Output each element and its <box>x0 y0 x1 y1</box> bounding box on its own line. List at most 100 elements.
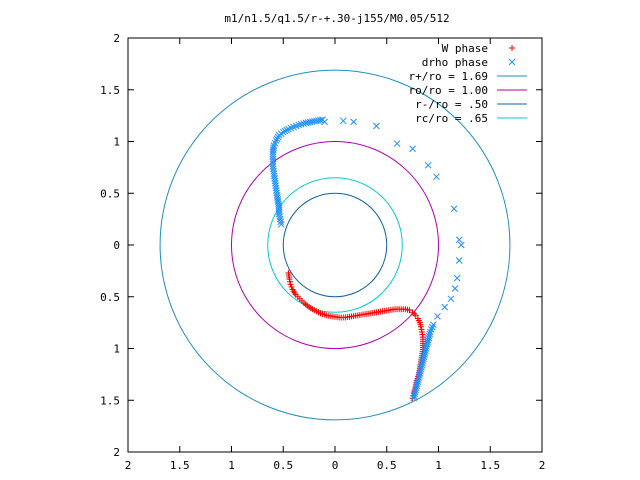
drho-phase-point <box>350 118 357 126</box>
drho-phase-point <box>269 158 277 165</box>
drho-phase-point <box>420 355 427 363</box>
x-tick-label: 2 <box>539 459 546 472</box>
drho-phase-point <box>410 394 418 402</box>
drho-phase-point <box>414 376 422 383</box>
legend-label: r-/ro = .50 <box>415 98 488 111</box>
w-phase-point <box>406 307 413 314</box>
legend-label: ro/ro = 1.00 <box>409 84 488 97</box>
drho-phase-point <box>417 365 425 373</box>
legend-marker <box>508 58 516 66</box>
circle-r-ro <box>282 192 388 298</box>
drho-phase-point <box>421 351 428 359</box>
drho-phase-point <box>276 215 284 223</box>
drho-phase-point <box>270 144 277 152</box>
x-tick-label: 1 <box>228 459 235 472</box>
drho-phase-point <box>417 367 424 375</box>
drho-phase-point <box>424 336 432 344</box>
drho-phase-point <box>424 161 432 169</box>
drho-phase-point <box>425 334 433 342</box>
drho-phase-point <box>277 218 285 226</box>
x-tick-label: 0 <box>332 459 339 472</box>
drho-phase-point <box>434 313 441 320</box>
drho-phase-point <box>412 384 420 392</box>
drho-phase-point <box>339 117 347 125</box>
drho-phase-point <box>321 118 329 126</box>
legend-marker <box>509 45 515 51</box>
drho-phase-point <box>412 386 420 394</box>
w-phase-point <box>418 328 425 335</box>
drho-phase-point <box>421 349 429 356</box>
drho-phase-point <box>419 357 427 365</box>
drho-phase-point <box>269 160 277 168</box>
w-phase-point <box>417 323 424 330</box>
legend-label: W phase <box>442 42 488 55</box>
w-phase-point <box>286 278 293 285</box>
drho-phase-point <box>422 345 430 352</box>
x-tick-label: 1 <box>435 459 442 472</box>
drho-phase-point <box>419 359 426 367</box>
w-phase-point <box>286 276 293 283</box>
drho-phase-point <box>424 338 431 346</box>
w-phase-point <box>419 331 426 338</box>
drho-phase-point <box>373 122 380 130</box>
drho-phase-point <box>297 120 305 128</box>
drho-phase-point <box>413 382 421 390</box>
reference-circles <box>159 69 511 421</box>
drho-phase-point <box>413 380 421 388</box>
drho-phase-point <box>441 303 449 311</box>
drho-phase-point <box>453 274 461 282</box>
x-tick-label: 1.5 <box>480 459 500 472</box>
y-tick-label: 1 <box>113 136 120 149</box>
drho-phase-point <box>418 361 426 369</box>
drho-phase-point <box>393 140 401 147</box>
drho-phase-point <box>447 295 455 303</box>
drho-phase-point <box>277 220 285 228</box>
drho-phase-point <box>455 236 463 244</box>
drho-phase-point <box>415 372 423 379</box>
drho-phase-point <box>433 173 440 181</box>
legend-label: rc/ro = .65 <box>415 112 488 125</box>
drho-phase-point <box>410 392 418 400</box>
drho-phase-point <box>418 363 425 371</box>
data-markers <box>269 116 465 402</box>
w-phase-point <box>287 281 294 288</box>
drho-phase-point <box>415 374 423 381</box>
circle-rcro <box>267 177 403 313</box>
w-phase-point <box>411 310 418 317</box>
chart-title: m1/n1.5/q1.5/r-+.30-j155/M0.05/512 <box>224 12 449 25</box>
drho-phase-point <box>425 332 433 340</box>
circle-r+ro <box>159 69 511 421</box>
drho-phase-point <box>411 388 419 396</box>
drho-phase-point <box>269 153 277 161</box>
drho-phase-point <box>317 116 324 124</box>
drho-phase-point <box>450 205 458 213</box>
y-tick-label: 0.5 <box>100 291 120 304</box>
drho-phase-point <box>269 162 277 170</box>
drho-phase-point <box>295 121 303 129</box>
y-tick-label: 1.5 <box>100 84 120 97</box>
drho-phase-point <box>420 353 428 361</box>
w-phase-point <box>288 283 295 290</box>
drho-phase-point <box>455 257 463 264</box>
x-tick-label: 0.5 <box>273 459 293 472</box>
drho-phase-point <box>411 390 419 398</box>
drho-phase-point <box>423 343 430 350</box>
drho-phase-point <box>409 145 416 153</box>
drho-phase-point <box>426 330 434 338</box>
y-tick-label: 2 <box>113 446 120 459</box>
drho-phase-point <box>422 347 429 354</box>
drho-phase-point <box>414 378 422 385</box>
legend-label: r+/ro = 1.69 <box>409 70 488 83</box>
drho-phase-point <box>269 155 277 163</box>
y-tick-label: 2 <box>113 32 120 45</box>
drho-phase-point <box>426 328 434 336</box>
y-tick-label: 1.5 <box>100 394 120 407</box>
drho-phase-point <box>416 369 424 377</box>
x-tick-label: 1.5 <box>170 459 190 472</box>
w-phase-point <box>412 312 419 319</box>
w-phase-point <box>418 326 425 333</box>
drho-phase-point <box>423 341 431 348</box>
x-tick-label: 0.5 <box>377 459 397 472</box>
